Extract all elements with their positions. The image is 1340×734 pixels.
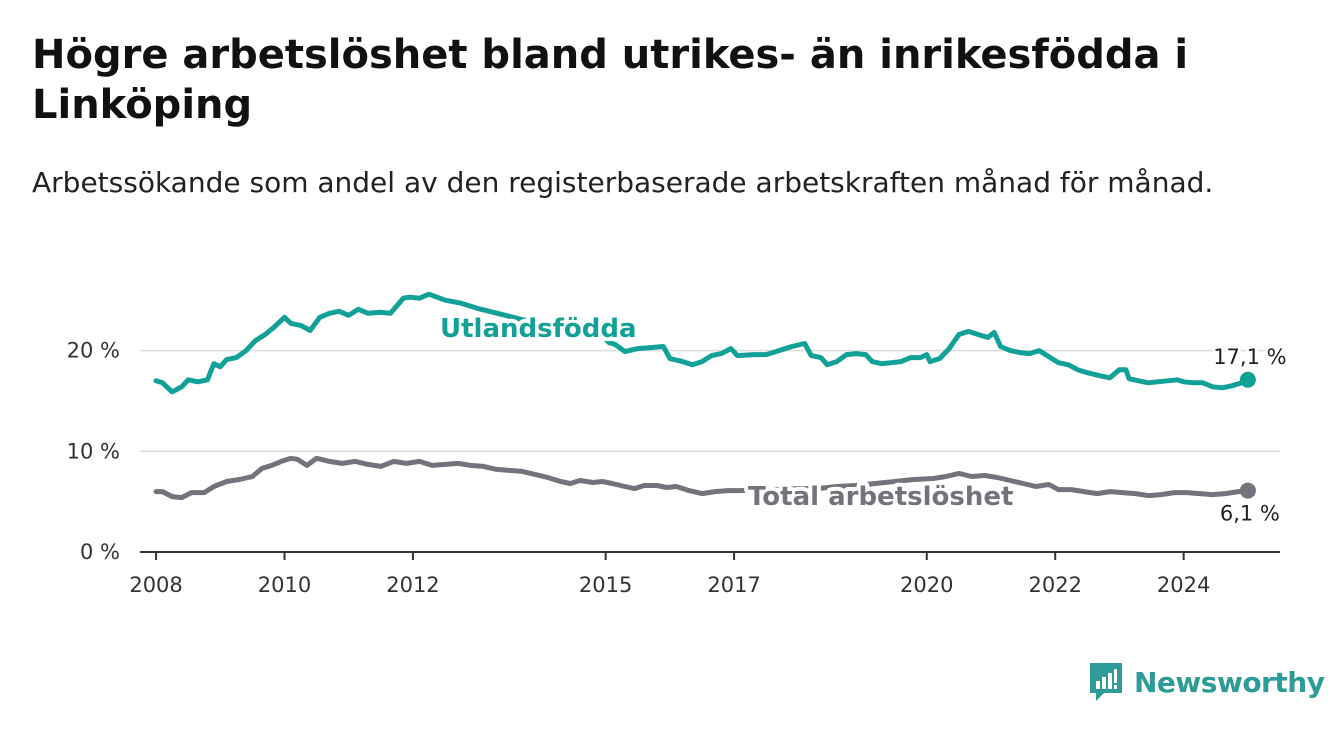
x-tick-label: 2008 [129, 573, 182, 597]
y-tick-label: 0 % [80, 540, 120, 564]
series-name-label: Total arbetslöshet [748, 482, 1013, 512]
series-end-marker [1239, 371, 1256, 388]
brand-name: Newsworthy [1134, 665, 1325, 699]
y-axis-ticks: 0 % 10 % 20 % [67, 339, 120, 564]
series-line [153, 455, 1251, 501]
x-tick-label: 2020 [900, 573, 953, 597]
gridlines [140, 349, 1280, 453]
y-tick-label: 20 % [67, 339, 120, 363]
series-end-marker [1239, 482, 1256, 499]
x-tick-label: 2010 [258, 573, 311, 597]
x-tick-label: 2017 [707, 573, 760, 597]
series-end-label: 17,1 % [1213, 345, 1286, 369]
chart-title: Högre arbetslöshet bland utrikes- än inr… [32, 32, 1189, 128]
x-axis: 2008 2010 2012 2015 2017 2020 2022 2024 [129, 551, 1280, 597]
x-tick-label: 2024 [1157, 573, 1210, 597]
x-tick-label: 2022 [1028, 573, 1081, 597]
series-name-label: Utlandsfödda [440, 314, 637, 344]
x-tick-label: 2012 [386, 573, 439, 597]
series-labels: Utlandsfödda 17,1 % Total arbetslöshet 6,1 … [436, 310, 1290, 529]
newsworthy-logo-icon [1090, 663, 1122, 701]
series-end-label: 6,1 % [1220, 502, 1280, 526]
chart-subtitle: Arbetssökande som andel av den registerb… [32, 166, 1214, 199]
y-tick-label: 10 % [67, 439, 120, 463]
series-lines [153, 291, 1256, 501]
series-line [153, 291, 1251, 395]
newsworthy-logo: Newsworthy [1088, 660, 1325, 704]
x-tick-label: 2015 [579, 573, 632, 597]
